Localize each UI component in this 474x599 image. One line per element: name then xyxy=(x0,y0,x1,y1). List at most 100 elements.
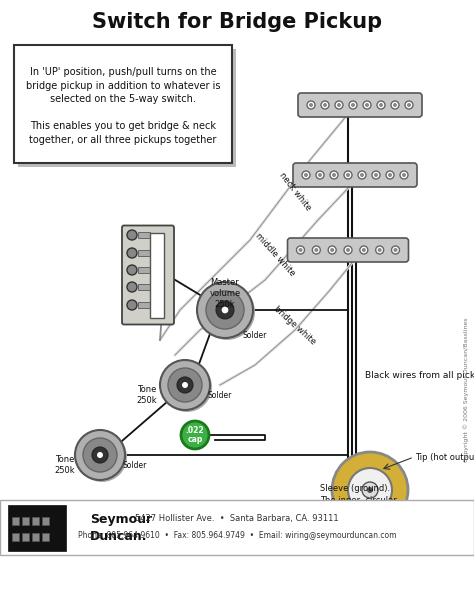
Bar xyxy=(18,49,236,167)
Ellipse shape xyxy=(405,101,413,109)
Ellipse shape xyxy=(344,246,352,254)
Text: Black wires from all pickups: Black wires from all pickups xyxy=(365,371,474,380)
FancyBboxPatch shape xyxy=(298,93,422,117)
Text: neck white: neck white xyxy=(277,171,313,213)
Circle shape xyxy=(365,103,369,107)
Text: Switch for Bridge Pickup: Switch for Bridge Pickup xyxy=(92,12,382,32)
Circle shape xyxy=(367,487,373,493)
Ellipse shape xyxy=(330,171,338,179)
Text: Phone: 805.964.9610  •  Fax: 805.964.9749  •  Email: wiring@seymourduncan.com: Phone: 805.964.9610 • Fax: 805.964.9749 … xyxy=(78,531,396,540)
Ellipse shape xyxy=(302,171,310,179)
Circle shape xyxy=(177,377,193,393)
Text: In 'UP' position, push/pull turns on the
bridge pickup in addition to whatever i: In 'UP' position, push/pull turns on the… xyxy=(26,67,220,145)
Circle shape xyxy=(360,173,364,177)
Circle shape xyxy=(304,173,308,177)
Ellipse shape xyxy=(316,171,324,179)
Circle shape xyxy=(199,284,255,340)
Ellipse shape xyxy=(328,246,336,254)
Bar xyxy=(138,284,150,290)
Circle shape xyxy=(346,173,350,177)
Circle shape xyxy=(393,248,398,252)
Ellipse shape xyxy=(349,101,357,109)
Circle shape xyxy=(351,103,355,107)
Circle shape xyxy=(206,291,244,329)
Ellipse shape xyxy=(376,246,383,254)
Ellipse shape xyxy=(335,101,343,109)
Bar xyxy=(14,45,232,163)
Text: Seymour: Seymour xyxy=(90,513,152,527)
Text: bridge white: bridge white xyxy=(272,304,318,346)
Text: 5427 Hollister Ave.  •  Santa Barbara, CA. 93111: 5427 Hollister Ave. • Santa Barbara, CA.… xyxy=(135,513,339,522)
Bar xyxy=(22,517,29,525)
Circle shape xyxy=(299,248,302,252)
Circle shape xyxy=(127,248,137,258)
Ellipse shape xyxy=(400,171,408,179)
Bar xyxy=(12,517,19,525)
Bar xyxy=(22,533,29,541)
Circle shape xyxy=(181,421,209,449)
Text: Tip (hot output): Tip (hot output) xyxy=(415,452,474,461)
Bar xyxy=(32,517,39,525)
Circle shape xyxy=(97,452,103,458)
Ellipse shape xyxy=(386,171,394,179)
Bar xyxy=(150,232,164,317)
Bar xyxy=(138,302,150,308)
Ellipse shape xyxy=(344,171,352,179)
Ellipse shape xyxy=(312,246,320,254)
Ellipse shape xyxy=(307,101,315,109)
Ellipse shape xyxy=(372,171,380,179)
Circle shape xyxy=(197,282,253,338)
Circle shape xyxy=(162,362,212,412)
Ellipse shape xyxy=(321,101,329,109)
Ellipse shape xyxy=(363,101,371,109)
Bar xyxy=(138,267,150,273)
Text: Copyright © 2006 Seymour Duncan/Basslines: Copyright © 2006 Seymour Duncan/Bassline… xyxy=(463,317,469,462)
Circle shape xyxy=(127,230,137,240)
Text: .022
cap: .022 cap xyxy=(186,426,204,444)
Bar xyxy=(138,232,150,238)
FancyBboxPatch shape xyxy=(288,238,409,262)
FancyBboxPatch shape xyxy=(293,163,417,187)
Text: Sleeve (ground).
The inner, circular
portion of the jack: Sleeve (ground). The inner, circular por… xyxy=(320,485,397,516)
Text: Duncan.: Duncan. xyxy=(90,531,147,543)
Text: Solder: Solder xyxy=(243,331,267,340)
FancyBboxPatch shape xyxy=(122,225,174,325)
Circle shape xyxy=(337,103,341,107)
Circle shape xyxy=(379,103,383,107)
Bar xyxy=(32,533,39,541)
Ellipse shape xyxy=(358,171,366,179)
Ellipse shape xyxy=(360,246,368,254)
Bar xyxy=(42,533,49,541)
Circle shape xyxy=(388,173,392,177)
Circle shape xyxy=(330,248,334,252)
Circle shape xyxy=(92,447,108,463)
Circle shape xyxy=(393,103,397,107)
Text: Master
volume
250k: Master volume 250k xyxy=(210,278,241,309)
Text: OUTPUT JACK: OUTPUT JACK xyxy=(333,534,427,546)
Ellipse shape xyxy=(377,101,385,109)
Circle shape xyxy=(83,438,117,472)
Text: Solder: Solder xyxy=(123,461,147,470)
Circle shape xyxy=(168,368,202,402)
Ellipse shape xyxy=(392,246,400,254)
Circle shape xyxy=(332,452,408,528)
Circle shape xyxy=(127,282,137,292)
Circle shape xyxy=(374,173,378,177)
Circle shape xyxy=(216,301,234,319)
Circle shape xyxy=(407,103,411,107)
Circle shape xyxy=(332,173,336,177)
Text: Tone
250k: Tone 250k xyxy=(55,455,75,475)
Bar xyxy=(8,505,66,551)
Text: Tone
250k: Tone 250k xyxy=(137,385,157,405)
Bar xyxy=(138,250,150,256)
Circle shape xyxy=(346,248,350,252)
Circle shape xyxy=(318,173,322,177)
Circle shape xyxy=(127,300,137,310)
Circle shape xyxy=(362,482,378,498)
Bar xyxy=(42,517,49,525)
Ellipse shape xyxy=(391,101,399,109)
Circle shape xyxy=(160,360,210,410)
Circle shape xyxy=(323,103,327,107)
Circle shape xyxy=(127,265,137,275)
Circle shape xyxy=(378,248,382,252)
